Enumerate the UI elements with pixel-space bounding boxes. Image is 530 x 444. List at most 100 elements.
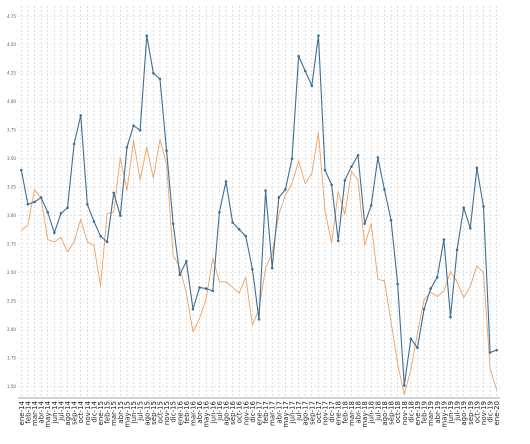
series-1-point xyxy=(105,240,109,244)
x-tick-label: may-19 xyxy=(440,401,448,428)
series-1-point xyxy=(158,77,162,81)
x-tick-label: ago-19 xyxy=(460,401,468,426)
series-1-point xyxy=(356,153,360,157)
x-tick-label: ene-17 xyxy=(256,401,264,425)
series-1-point xyxy=(72,142,76,146)
x-tick-label: dic-18 xyxy=(407,401,415,423)
x-tick-label: ago-16 xyxy=(222,400,230,425)
gridlines xyxy=(18,6,500,398)
x-tick-label: jun-15 xyxy=(130,401,138,424)
series-1-point xyxy=(251,267,254,271)
series-1-point xyxy=(429,287,432,290)
x-tick-label: mar-14 xyxy=(31,400,39,426)
series-1-point xyxy=(422,307,426,311)
x-tick-label: mar-15 xyxy=(110,401,118,426)
x-tick-label: feb-17 xyxy=(262,401,270,424)
series-1-point xyxy=(152,71,155,75)
series-1-point xyxy=(495,348,498,352)
y-tick-label: 4.00 xyxy=(7,99,16,104)
series-1-point xyxy=(317,34,320,37)
y-tick-label: 2.75 xyxy=(7,242,16,247)
y-tick-label: 1.75 xyxy=(7,356,16,361)
x-tick-label: nov-17 xyxy=(322,401,330,425)
series-1-point xyxy=(119,214,122,217)
x-tick-label: nov-14 xyxy=(84,400,92,425)
series-1-point xyxy=(20,168,23,172)
x-tick-label: ago-14 xyxy=(64,400,72,425)
x-tick-label: mar-18 xyxy=(348,401,356,426)
series-1-point xyxy=(396,282,399,286)
y-tick-label: 3.50 xyxy=(7,156,16,161)
x-tick-label: nov-19 xyxy=(480,401,488,425)
x-tick-label: ago-15 xyxy=(143,401,151,426)
series-layer xyxy=(20,34,498,396)
x-tick-label: may-15 xyxy=(123,401,131,428)
x-tick-label: ene-20 xyxy=(493,401,501,425)
x-tick-label: dic-19 xyxy=(487,401,495,423)
x-tick-label: oct-19 xyxy=(473,401,481,423)
x-tick-label: sep-17 xyxy=(308,401,316,425)
y-tick-label: 2.25 xyxy=(7,299,16,304)
x-tick-label: sep-16 xyxy=(229,400,237,424)
series-1-point xyxy=(138,128,142,132)
series-1-point xyxy=(39,196,43,199)
series-1-point xyxy=(66,206,69,209)
x-tick-label: dic-15 xyxy=(170,401,178,423)
series-1-point xyxy=(224,180,228,183)
y-tick-label: 3.75 xyxy=(7,128,16,133)
series-1-point xyxy=(449,315,452,319)
series-1-point xyxy=(350,165,353,168)
y-tick-label: 4.75 xyxy=(7,14,16,19)
x-tick-label: jul-18 xyxy=(374,401,382,422)
x-tick-label: ago-17 xyxy=(302,401,310,426)
series-1-point xyxy=(112,191,116,195)
x-tick-label: oct-18 xyxy=(394,401,402,423)
series-1-point xyxy=(462,206,465,209)
x-tick-label: ene-19 xyxy=(414,401,422,425)
x-tick-label: may-18 xyxy=(361,401,369,428)
x-tick-label: nov-15 xyxy=(163,401,171,425)
y-tick-label: 1.50 xyxy=(7,384,16,389)
x-tick-label: jul-17 xyxy=(295,401,303,422)
x-tick-label: abr-16 xyxy=(196,400,204,423)
series-1-point xyxy=(264,189,267,192)
series-1-point xyxy=(468,226,472,230)
series-1-point xyxy=(270,266,274,270)
series-1-point xyxy=(33,200,36,204)
x-tick-label: jun-14 xyxy=(51,400,59,424)
y-tick-label: 3.25 xyxy=(7,185,16,190)
y-tick-label: 4.50 xyxy=(7,42,16,47)
series-1-point xyxy=(475,166,479,170)
x-tick-label: mar-17 xyxy=(269,401,277,426)
series-1-point xyxy=(277,196,281,199)
x-tick-label: jul-16 xyxy=(216,400,224,421)
x-tick-label: sep-18 xyxy=(388,401,396,425)
x-axis: ene-14feb-14mar-14abr-14may-14jun-14jul-… xyxy=(18,397,501,428)
y-axis: 1.50 1.75 2.00 2.25 2.50 2.75 3.00 3.25 3.50 3.75… xyxy=(7,14,16,389)
y-tick-label: 3.00 xyxy=(7,213,16,218)
x-tick-label: ene-18 xyxy=(335,401,343,425)
series-1-point xyxy=(290,157,294,160)
x-tick-label: oct-16 xyxy=(236,400,244,423)
x-tick-label: oct-15 xyxy=(156,401,164,423)
series-1-point xyxy=(165,149,168,153)
x-tick-label: abr-15 xyxy=(117,401,125,424)
x-tick-label: may-14 xyxy=(44,400,52,427)
series-1-point xyxy=(145,34,149,37)
series-1-point xyxy=(231,221,234,224)
series-1-point xyxy=(198,286,201,289)
x-tick-label: abr-14 xyxy=(38,400,46,423)
series-1-point xyxy=(218,210,221,214)
series-1-point xyxy=(211,289,215,293)
series-1-point xyxy=(244,234,248,238)
series-1-point xyxy=(416,346,419,350)
x-tick-label: ene-16 xyxy=(176,400,184,425)
x-tick-label: sep-14 xyxy=(71,400,79,424)
series-1-point xyxy=(171,222,175,225)
x-tick-label: jul-19 xyxy=(454,401,462,422)
series-1-point xyxy=(442,238,446,241)
x-tick-label: abr-19 xyxy=(434,401,442,424)
x-tick-label: feb-14 xyxy=(24,400,32,423)
series-1-point xyxy=(409,337,413,341)
